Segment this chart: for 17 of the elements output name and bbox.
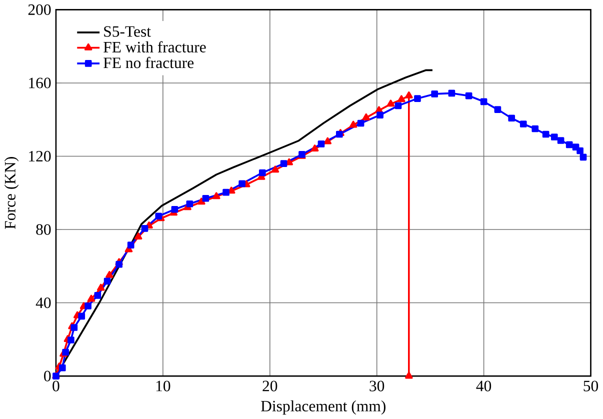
y-tick-label: 160 (29, 78, 51, 88)
legend-label: FE no fracture (104, 56, 194, 68)
legend-label: S5-Test (104, 26, 151, 37)
x-tick-label: 20 (262, 380, 278, 392)
x-tick-label: 40 (476, 380, 492, 392)
x-axis-title: Displacement (mm) (261, 400, 386, 415)
y-tick-label: 80 (36, 224, 51, 235)
y-tick-label: 200 (28, 4, 51, 15)
y-tick-label: 40 (36, 297, 51, 308)
x-tick-label: 0 (52, 380, 60, 392)
x-tick-label: 30 (370, 380, 384, 392)
x-tick-label: 50 (584, 380, 598, 392)
legend-label: FE with fracture (104, 41, 206, 52)
y-tick-label: 120 (29, 150, 51, 162)
y-tick-label: 0 (44, 370, 51, 382)
x-tick-label: 10 (156, 380, 170, 392)
y-axis-title: Force (KN) (4, 157, 19, 229)
